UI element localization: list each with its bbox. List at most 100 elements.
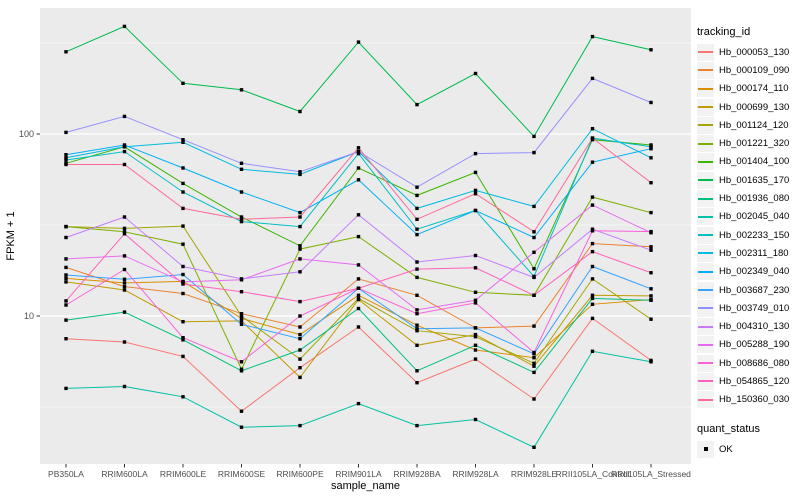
- data-point-Hb_001404_100: [415, 193, 419, 198]
- data-point-Hb_001124_120: [649, 317, 653, 321]
- data-point-Hb_003749_010: [590, 76, 595, 81]
- legend-line-icon: [698, 270, 713, 273]
- data-point-Hb_003749_010: [239, 161, 244, 165]
- legend-item-label: Hb_000053_130: [719, 46, 790, 58]
- legend-line-icon: [698, 51, 713, 54]
- data-point-Hb_005288_190: [590, 203, 595, 207]
- data-point-Hb_001124_120: [181, 224, 185, 228]
- data-point-Hb_150360_030: [298, 215, 302, 219]
- data-point-Hb_150360_030: [590, 136, 595, 140]
- legend-key-swatch: [697, 153, 714, 171]
- legend-line-icon: [698, 87, 713, 90]
- data-point-Hb_000174_110: [239, 316, 244, 321]
- data-point-Hb_054865_120: [532, 293, 536, 297]
- data-point-Hb_004310_130: [473, 253, 478, 258]
- data-point-Hb_001635_170: [181, 81, 185, 85]
- data-point-Hb_001124_120: [473, 335, 478, 339]
- data-point-Hb_000053_130: [181, 354, 185, 359]
- legend-item: Hb_054865_120: [697, 372, 799, 390]
- x-tick-label: RRII105LA_Stressed: [611, 469, 691, 479]
- data-point-Hb_054865_120: [298, 299, 302, 304]
- legend-item-label: Hb_001124_120: [719, 119, 789, 131]
- data-point-Hb_008686_080: [532, 350, 536, 355]
- data-point-Hb_000109_090: [356, 277, 361, 281]
- legend-item: Hb_008686_080: [697, 354, 799, 372]
- legend-line-icon: [698, 160, 713, 163]
- y-axis-title: FPKM + 1: [5, 211, 17, 260]
- legend-panel: tracking_id Hb_000053_130 Hb_000109_090 Hb…: [697, 26, 799, 458]
- data-point-Hb_004310_130: [64, 235, 68, 240]
- data-point-Hb_000699_130: [415, 343, 419, 347]
- data-point-Hb_002233_150: [356, 151, 361, 156]
- data-point-Hb_000109_090: [64, 265, 68, 270]
- data-point-Hb_004310_130: [298, 270, 302, 274]
- legend-key-swatch: [697, 98, 714, 116]
- data-point-Hb_008686_080: [590, 229, 595, 233]
- data-point-Hb_002045_040: [298, 423, 302, 428]
- data-point-Hb_000053_130: [473, 357, 478, 361]
- legend-key-swatch: [697, 372, 714, 390]
- legend-line-icon: [698, 307, 713, 310]
- legend-title: tracking_id: [697, 26, 751, 38]
- data-point-Hb_002311_180: [298, 172, 302, 177]
- data-point-Hb_000174_110: [473, 348, 478, 352]
- legend-item: Hb_002233_150: [697, 226, 799, 244]
- data-point-Hb_001124_120: [356, 296, 361, 301]
- data-point-Hb_001124_120: [122, 226, 127, 231]
- data-point-Hb_150360_030: [532, 230, 536, 234]
- data-point-Hb_002045_040: [473, 417, 478, 422]
- data-point-Hb_000109_090: [122, 284, 127, 289]
- data-point-Hb_000109_090: [239, 312, 244, 316]
- data-point-Hb_003687_230: [473, 326, 478, 330]
- data-point-Hb_005288_190: [532, 250, 536, 254]
- data-point-Hb_000109_090: [415, 293, 419, 297]
- data-point-Hb_001936_080: [122, 310, 127, 314]
- data-point-Hb_004310_130: [181, 264, 185, 269]
- legend-line-icon: [698, 197, 713, 200]
- data-point-Hb_000053_130: [122, 340, 127, 344]
- data-point-Hb_005288_190: [122, 254, 127, 258]
- data-point-Hb_150360_030: [415, 217, 419, 221]
- data-point-Hb_000174_110: [532, 356, 536, 360]
- legend-key-swatch: [697, 318, 714, 336]
- data-point-Hb_001936_080: [532, 370, 536, 375]
- legend-item: Hb_003687_230: [697, 281, 799, 299]
- data-point-Hb_150360_030: [649, 181, 653, 185]
- data-point-Hb_001635_170: [473, 71, 478, 76]
- data-point-Hb_002311_180: [239, 167, 244, 171]
- data-point-Hb_002233_150: [649, 145, 653, 149]
- data-point-Hb_000174_110: [415, 323, 419, 327]
- data-point-Hb_003687_230: [122, 277, 127, 281]
- data-point-Hb_001221_320: [415, 275, 419, 280]
- x-tick-label: RRIM600SE: [218, 469, 266, 479]
- data-point-Hb_002311_180: [122, 145, 127, 149]
- data-point-Hb_001635_170: [415, 102, 419, 107]
- data-point-Hb_054865_120: [473, 266, 478, 270]
- data-point-Hb_003749_010: [415, 185, 419, 189]
- data-point-Hb_001635_170: [64, 50, 68, 54]
- legend-item-label: Hb_001635_170: [719, 174, 790, 186]
- data-point-Hb_005288_190: [356, 263, 361, 267]
- legend-line-icon: [698, 380, 713, 383]
- data-point-Hb_003749_010: [181, 138, 185, 142]
- legend-item: Hb_002045_040: [697, 208, 799, 226]
- data-point-Hb_002233_150: [122, 149, 127, 154]
- data-point-Hb_003749_010: [298, 170, 302, 174]
- data-point-Hb_001936_080: [473, 343, 478, 347]
- legend-item-label: OK: [719, 443, 733, 455]
- data-point-Hb_002349_040: [181, 166, 185, 170]
- data-point-Hb_001936_080: [415, 369, 419, 373]
- data-point-Hb_002349_040: [649, 147, 653, 151]
- data-point-Hb_150360_030: [181, 206, 185, 211]
- data-point-Hb_001124_120: [239, 314, 244, 318]
- data-point-Hb_001404_100: [532, 267, 536, 271]
- data-point-Hb_002311_180: [64, 156, 68, 160]
- data-point-Hb_054865_120: [181, 282, 185, 286]
- data-point-Hb_054865_120: [64, 299, 68, 303]
- data-point-Hb_000109_090: [590, 241, 595, 246]
- data-point-Hb_005288_190: [239, 278, 244, 282]
- legend-line-icon: [698, 234, 713, 237]
- legend-item-label: Hb_002233_150: [719, 229, 790, 241]
